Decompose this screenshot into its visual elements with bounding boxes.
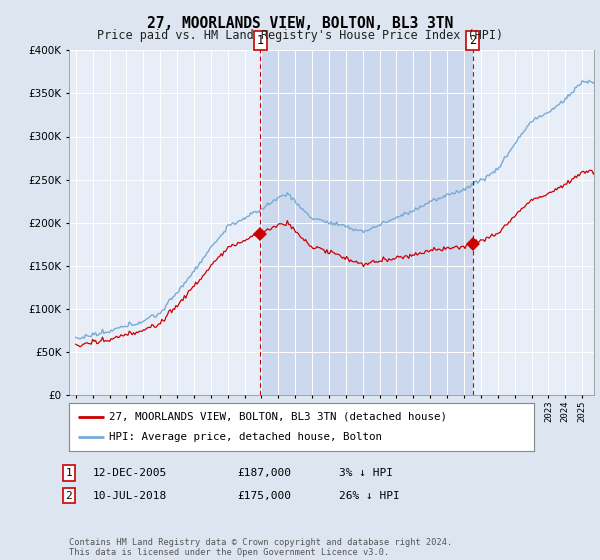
Text: 12-DEC-2005: 12-DEC-2005	[93, 468, 167, 478]
Text: 27, MOORLANDS VIEW, BOLTON, BL3 3TN: 27, MOORLANDS VIEW, BOLTON, BL3 3TN	[147, 16, 453, 31]
Text: 10-JUL-2018: 10-JUL-2018	[93, 491, 167, 501]
Text: 1: 1	[257, 34, 263, 47]
Text: 2: 2	[469, 34, 476, 47]
Text: HPI: Average price, detached house, Bolton: HPI: Average price, detached house, Bolt…	[109, 432, 382, 442]
Text: 26% ↓ HPI: 26% ↓ HPI	[339, 491, 400, 501]
Text: 3% ↓ HPI: 3% ↓ HPI	[339, 468, 393, 478]
Text: Contains HM Land Registry data © Crown copyright and database right 2024.
This d: Contains HM Land Registry data © Crown c…	[69, 538, 452, 557]
Text: £175,000: £175,000	[237, 491, 291, 501]
Text: £187,000: £187,000	[237, 468, 291, 478]
Text: 27, MOORLANDS VIEW, BOLTON, BL3 3TN (detached house): 27, MOORLANDS VIEW, BOLTON, BL3 3TN (det…	[109, 412, 446, 422]
Text: 2: 2	[65, 491, 73, 501]
Text: 1: 1	[65, 468, 73, 478]
Bar	[260, 50, 473, 395]
Text: Price paid vs. HM Land Registry's House Price Index (HPI): Price paid vs. HM Land Registry's House …	[97, 29, 503, 42]
